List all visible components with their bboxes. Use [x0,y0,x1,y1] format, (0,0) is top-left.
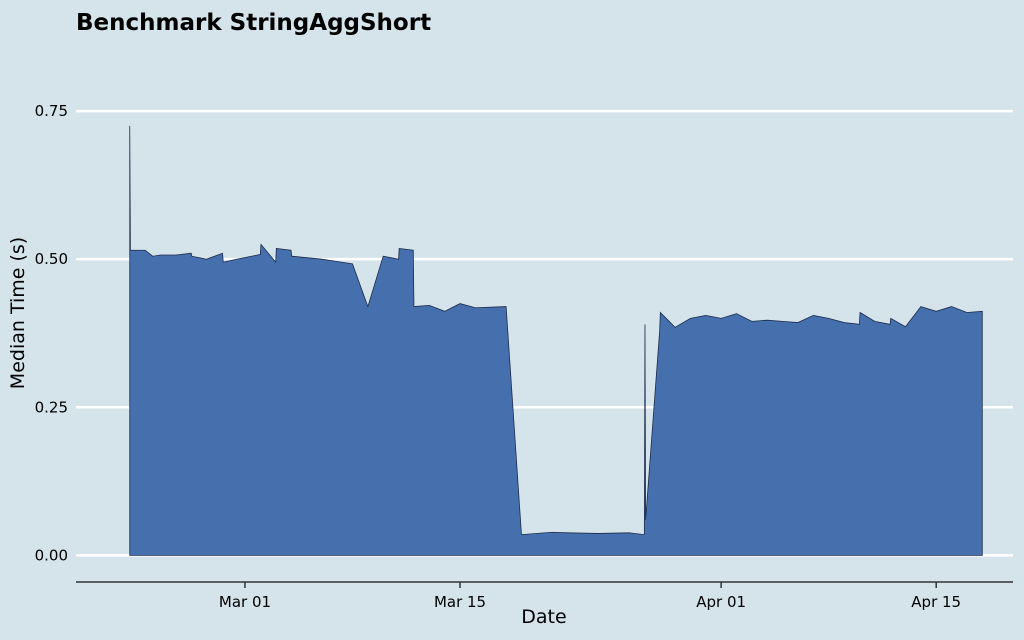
x-tick-label: Apr 15 [911,593,961,611]
y-tick-label: 0.25 [35,398,68,416]
x-tick-label: Apr 01 [696,593,746,611]
x-tick-label: Mar 01 [219,593,271,611]
chart-title: Benchmark StringAggShort [76,10,431,36]
y-axis-ticks: 0.00 0.25 0.50 0.75 [35,102,68,564]
x-axis-label: Date [521,606,566,628]
y-tick-label: 0.00 [35,546,68,564]
area-layer [129,125,983,556]
x-tick-label: Mar 15 [434,593,486,611]
x-axis-ticks: Mar 01 Mar 15 Apr 01 Apr 15 [219,582,961,611]
y-tick-label: 0.50 [35,250,68,268]
series-area [129,125,983,556]
y-axis-label: Median Time (s) [7,237,29,389]
y-tick-label: 0.75 [35,102,68,120]
